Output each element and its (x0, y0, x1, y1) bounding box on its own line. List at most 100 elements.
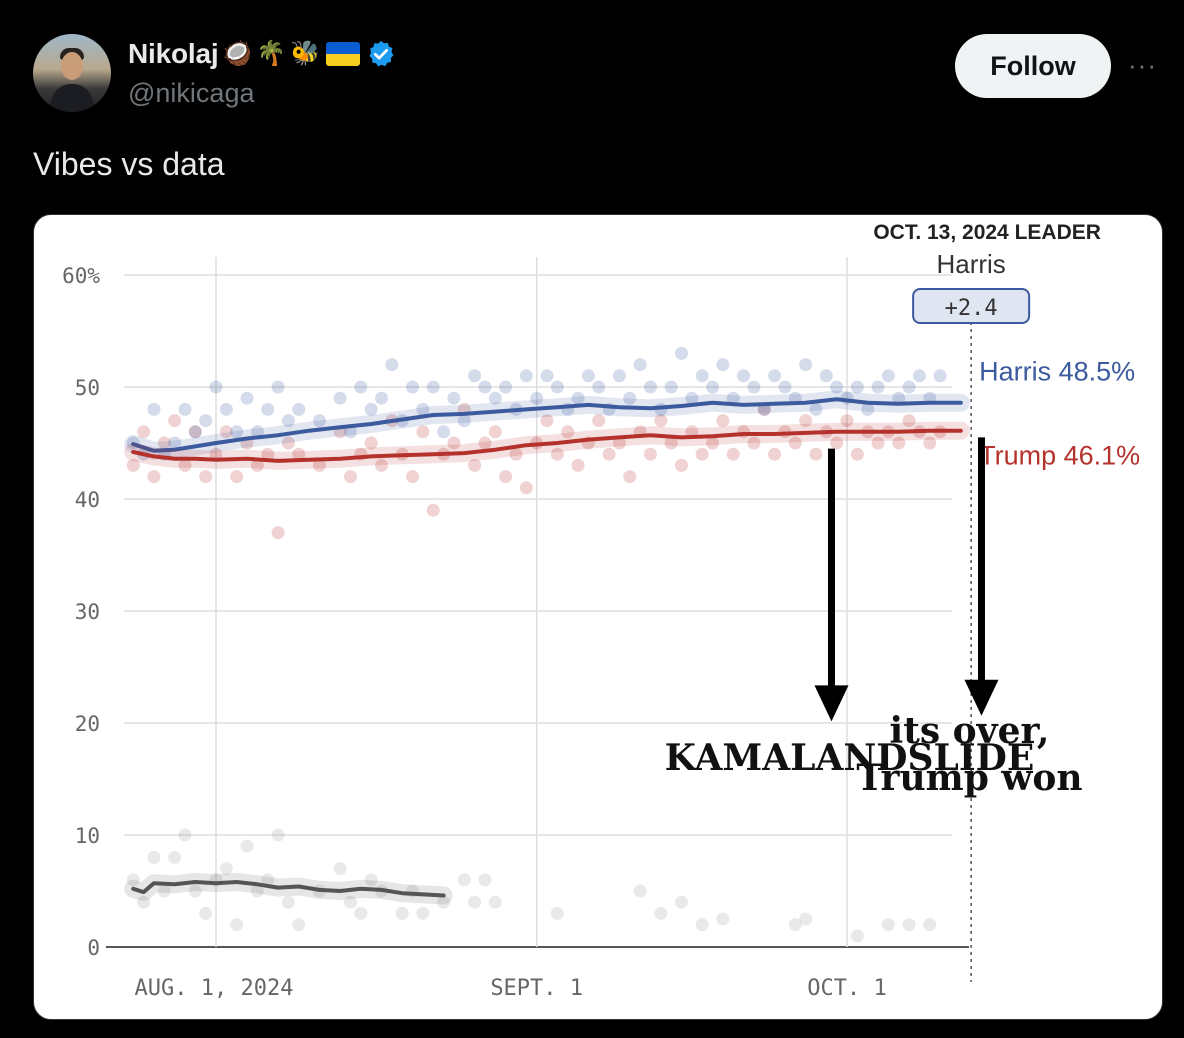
other-poll-dot (271, 828, 285, 842)
other-poll-dot (881, 918, 895, 932)
harris-poll-dot (581, 369, 595, 383)
trump-poll-dot (592, 414, 606, 428)
trump-end-label: Trump 46.1% (979, 441, 1140, 471)
other-poll-dot (219, 862, 233, 876)
trump-trend-line (131, 428, 963, 463)
harris-poll-dot (633, 358, 647, 372)
author-name[interactable]: Nikolaj (128, 38, 219, 69)
more-options-icon[interactable]: ··· (1128, 50, 1157, 80)
chart-grid (106, 257, 972, 982)
harris-poll-dot (375, 391, 389, 405)
trump-poll-dot (137, 425, 151, 439)
harris-poll-dot (778, 380, 792, 394)
trump-poll-dot (468, 458, 482, 472)
author-name-row[interactable]: Nikolaj 🥥 🌴 🐝 (128, 38, 396, 70)
trump-poll-dot (199, 470, 213, 484)
harris-end-label: Harris 48.5% (979, 357, 1135, 387)
other-poll-dot (250, 884, 264, 898)
other-poll-dot (654, 906, 668, 920)
harris-poll-dot (230, 425, 244, 439)
trump-poll-dot (674, 458, 688, 472)
harris-poll-dot (706, 380, 720, 394)
harris-poll-dot (623, 391, 637, 405)
other-poll-dot (674, 895, 688, 909)
other-poll-dot (364, 873, 378, 887)
harris-poll-dot (519, 369, 533, 383)
follow-button[interactable]: Follow (955, 34, 1111, 98)
harris-poll-dot (168, 436, 182, 450)
avatar-head (61, 52, 83, 80)
trump-poll-dot (126, 458, 140, 472)
harris-poll-dot (468, 369, 482, 383)
harris-poll-dot (426, 380, 440, 394)
verified-badge-icon[interactable] (366, 39, 396, 69)
harris-poll-dot (416, 402, 430, 416)
other-poll-dot (261, 873, 275, 887)
trump-poll-dot (850, 447, 864, 461)
trump-poll-dot (478, 436, 492, 450)
y-tick-label: 60% (62, 264, 100, 288)
trump-poll-dot (209, 447, 223, 461)
harris-poll-dot (188, 425, 202, 439)
harris-poll-dot (850, 380, 864, 394)
trump-poll-dot (768, 447, 782, 461)
harris-poll-dot (240, 391, 254, 405)
harris-poll-dot (540, 369, 554, 383)
y-tick-label: 20 (75, 712, 100, 736)
x-tick-label: AUG. 1, 2024 (135, 976, 294, 1001)
ukraine-flag-icon (326, 42, 361, 66)
trump-poll-dot (550, 447, 564, 461)
other-poll-dot (488, 895, 502, 909)
harris-poll-dot (933, 369, 947, 383)
other-poll-dot (716, 912, 730, 926)
its-over-label-line2: Trump won (856, 757, 1082, 799)
author-handle[interactable]: @nikicaga (128, 78, 255, 108)
trump-poll-dot (747, 436, 761, 450)
leader-header: OCT. 13, 2024 LEADER (873, 221, 1101, 244)
harris-poll-dot (499, 380, 513, 394)
harris-poll-dot (261, 402, 275, 416)
trump-poll-dot (509, 447, 523, 461)
kamalandslide-arrow-head (814, 685, 849, 722)
trump-poll-dot (571, 458, 585, 472)
trump-poll-dot (623, 470, 637, 484)
harris-poll-dot (871, 380, 885, 394)
trump-poll-dot (168, 414, 182, 428)
harris-poll-dot (209, 380, 223, 394)
leader-margin: +2.4 (945, 296, 998, 321)
other-poll-dot (923, 918, 937, 932)
harris-poll-dot (271, 380, 285, 394)
other-poll-dot (437, 895, 451, 909)
harris-poll-dot (695, 369, 709, 383)
verified-badge-shape (369, 40, 394, 67)
harris-poll-dot (437, 425, 451, 439)
harris-poll-dot (737, 369, 751, 383)
harris-poll-dot (861, 402, 875, 416)
other-poll-dot (343, 895, 357, 909)
author-avatar[interactable] (33, 34, 111, 112)
trump-poll-dot (902, 414, 916, 428)
other-poll-dot (416, 906, 430, 920)
trump-poll-dot (406, 470, 420, 484)
harris-poll-dot (281, 414, 295, 428)
harris-poll-dot (550, 380, 564, 394)
other-poll-dot (147, 850, 161, 864)
trump-poll-dot (840, 414, 854, 428)
harris-poll-dot (488, 391, 502, 405)
trump-poll-dot (716, 414, 730, 428)
trump-poll-dot (447, 436, 461, 450)
coconut-emoji: 🥥 (222, 40, 253, 67)
media-card[interactable]: 0 10 20 30 40 50 60% AUG. 1, 2024 SEPT. 1 OCT. 1 H… (33, 214, 1163, 1020)
harris-poll-dot (354, 380, 368, 394)
trend-lines (124, 390, 970, 905)
harris-poll-dot (592, 380, 606, 394)
other-poll-dot (799, 912, 813, 926)
leader-margin-box (912, 288, 1031, 324)
trump-poll-dot (230, 470, 244, 484)
harris-poll-dot (457, 414, 471, 428)
other-poll-dot (281, 895, 295, 909)
trump-poll-dot (416, 425, 430, 439)
other-poll-dot (468, 895, 482, 909)
trump-poll-dot (809, 447, 823, 461)
kamalandslide-label: KAMALANDSLIDE (665, 737, 1035, 779)
